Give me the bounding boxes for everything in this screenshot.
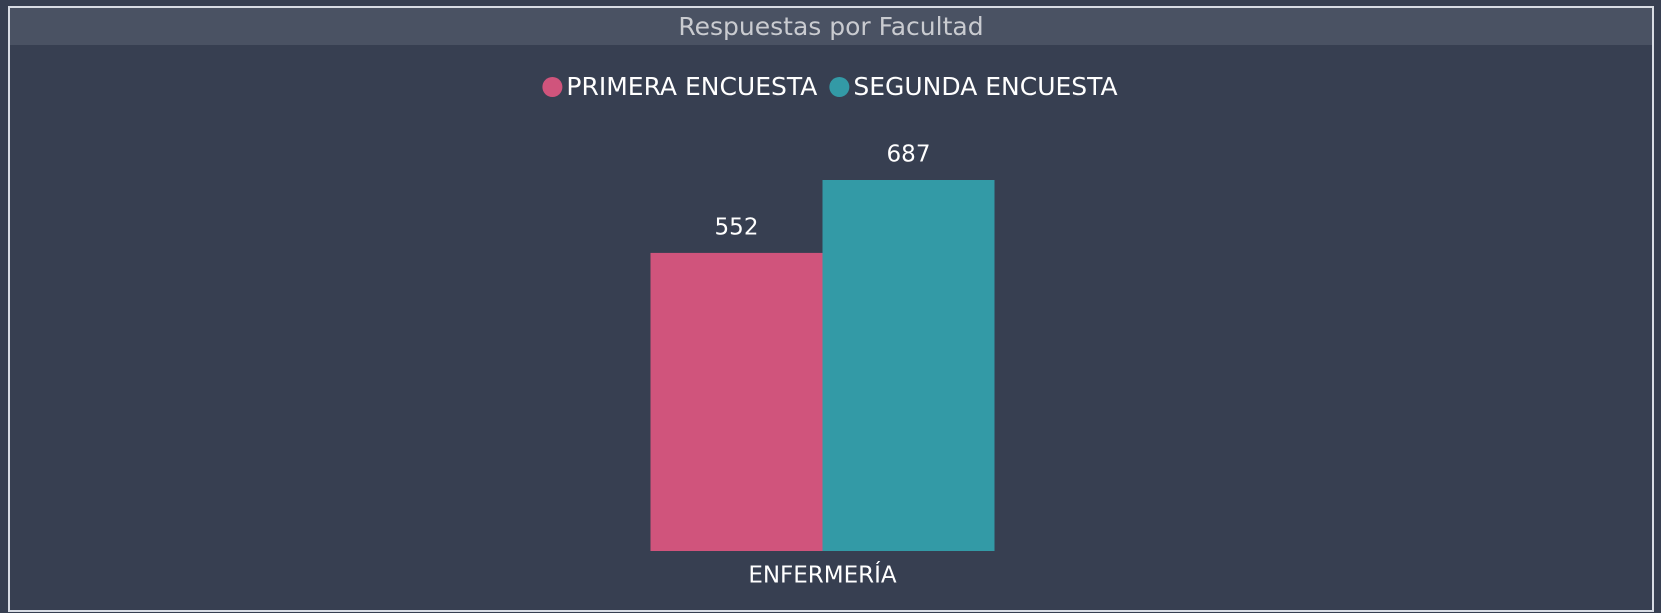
legend: PRIMERA ENCUESTA SEGUNDA ENCUESTA — [542, 72, 1118, 101]
bar — [650, 252, 823, 551]
legend-label: PRIMERA ENCUESTA — [566, 72, 817, 101]
legend-label: SEGUNDA ENCUESTA — [853, 72, 1117, 101]
x-tick-label: ENFERMERÍA — [748, 561, 897, 589]
chart-title: Respuestas por Facultad — [678, 12, 983, 41]
legend-marker — [542, 77, 563, 97]
frame — [8, 6, 1654, 612]
bar — [822, 180, 995, 551]
data-label: 687 — [887, 142, 931, 168]
legend-marker — [829, 77, 850, 97]
title-bar — [9, 8, 1653, 45]
data-label: 552 — [715, 214, 759, 240]
